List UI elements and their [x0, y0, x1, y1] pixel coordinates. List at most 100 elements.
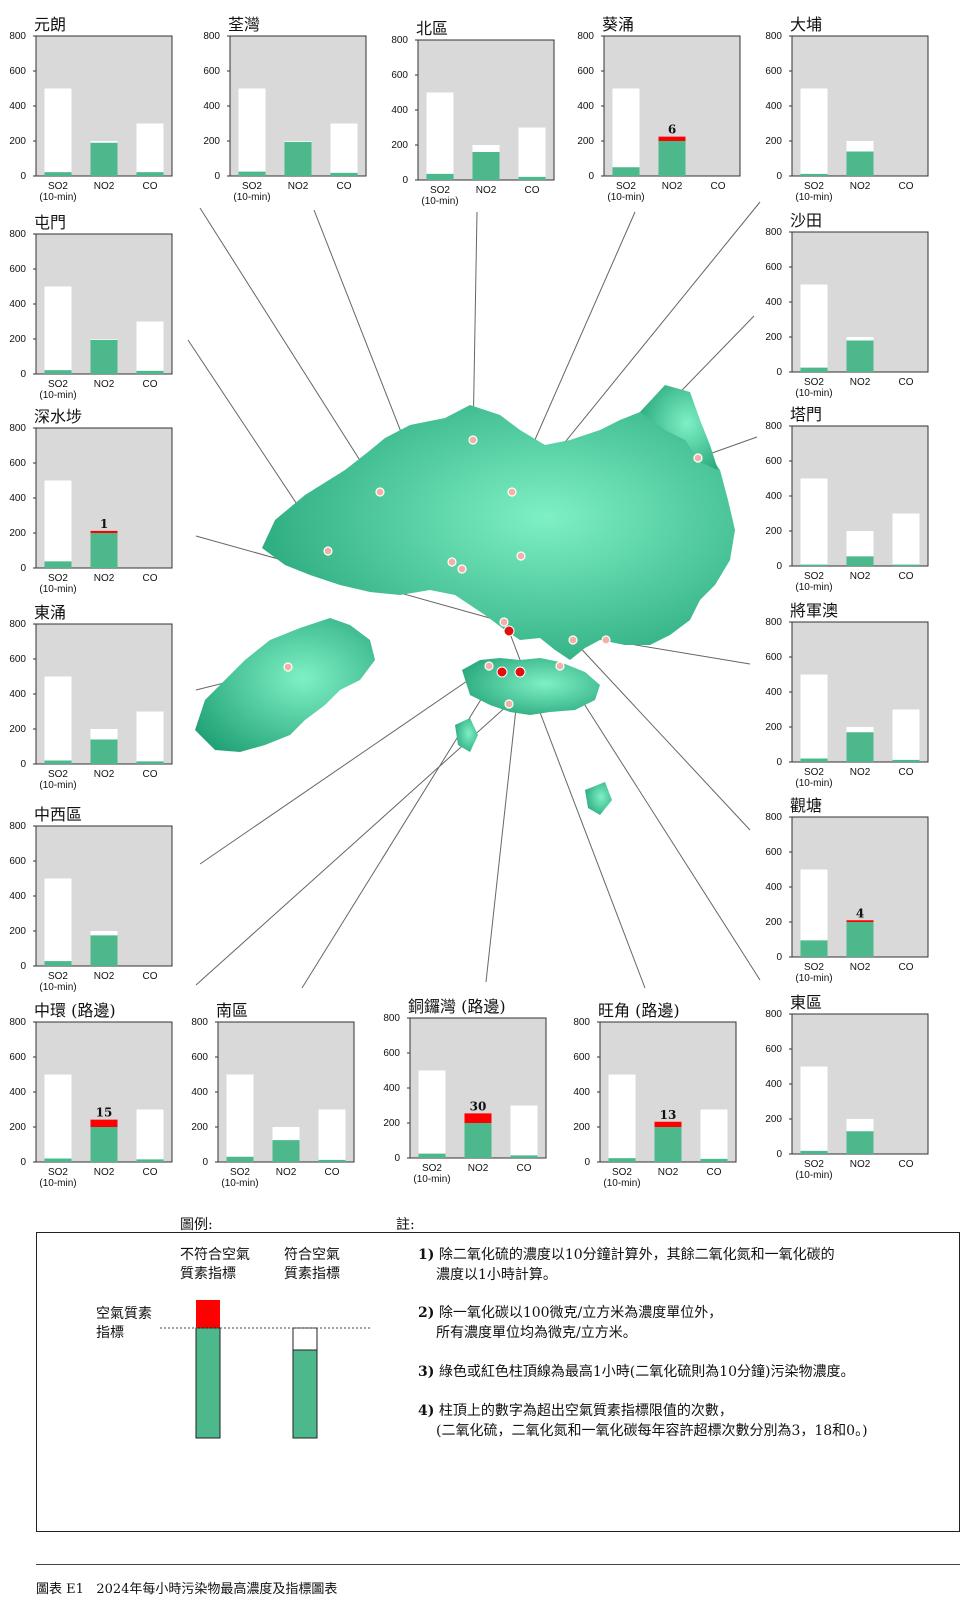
y-tick-label: 200: [765, 526, 782, 537]
y-tick-label: 800: [191, 1017, 208, 1028]
station-markers: [283, 435, 703, 709]
y-tick-label: 0: [20, 563, 26, 574]
concentration-bar: [846, 151, 874, 176]
category-label: SO2: [48, 1167, 68, 1178]
legend-aqo-line1: 空氣質素: [96, 1306, 152, 1322]
station-panel: 葵涌 0 200 400 600 800 SO2(10-min) 6 NO2 CO: [577, 15, 741, 203]
lantau-island: [195, 618, 375, 752]
y-tick-label: 400: [203, 101, 220, 112]
station-name: 中西區: [34, 805, 82, 824]
concentration-bar: [426, 173, 454, 180]
category-label: CO: [517, 1163, 532, 1174]
concentration-bar: [44, 760, 72, 764]
note-4-text-line1: 柱頂上的數字為超出空氣質素指標限值的次數，: [438, 1403, 733, 1419]
y-tick-label: 600: [203, 66, 220, 77]
roadside-station-marker: [496, 666, 508, 678]
station-marker: [375, 487, 385, 497]
concentration-bar: [330, 172, 358, 176]
aqo-limit-bar: [238, 88, 266, 176]
y-tick-label: 400: [391, 105, 408, 116]
exceedance-count-label: 1: [100, 517, 108, 531]
station-panel: 塔門 0 200 400 600 800 SO2(10-min) NO2 CO: [765, 405, 929, 593]
concentration-bar: [800, 173, 828, 176]
category-label: SO2: [804, 1159, 824, 1170]
concentration-bar: [608, 1158, 636, 1162]
category-label: SO2: [48, 181, 68, 192]
category-label: CO: [899, 962, 914, 973]
concentration-bar: [846, 732, 874, 762]
note-2-line2: 所有濃度單位均為微克/立方米。: [436, 1325, 637, 1341]
concentration-bar: [136, 172, 164, 176]
aqo-limit-bar: [612, 88, 640, 176]
category-label: CO: [899, 1159, 914, 1170]
station-panel: 元朗 0 200 400 600 800 SO2(10-min) NO2 CO: [9, 15, 173, 203]
y-tick-label: 800: [765, 421, 782, 432]
y-tick-label: 600: [9, 856, 26, 867]
category-label: NO2: [850, 377, 871, 388]
station-name: 深水埗: [34, 407, 82, 426]
exceedance-bar: [654, 1121, 682, 1127]
aqo-limit-bar: [510, 1105, 538, 1158]
legend-compliant-green: [292, 1349, 318, 1439]
category-label: SO2: [48, 971, 68, 982]
concentration-bar: [658, 141, 686, 176]
aqo-limit-bar: [800, 284, 828, 372]
concentration-bar: [418, 1153, 446, 1158]
note-1-number: 1): [418, 1247, 435, 1263]
concentration-bar: [700, 1158, 728, 1162]
category-sublabel: (10-min): [795, 778, 832, 789]
category-label: SO2: [242, 181, 262, 192]
concentration-bar: [136, 761, 164, 764]
aqo-limit-bar: [44, 676, 72, 764]
legend-aqo-line2: 指標: [96, 1325, 124, 1341]
exceedance-bar: [658, 136, 686, 141]
concentration-bar: [226, 1156, 254, 1162]
concentration-bar: [318, 1159, 346, 1162]
y-tick-label: 400: [9, 891, 26, 902]
category-label: SO2: [422, 1163, 442, 1174]
leader-lines: [187, 201, 761, 989]
legend-title: 圖例:: [180, 1217, 213, 1233]
aqo-limit-bar: [892, 709, 920, 762]
y-tick-label: 400: [765, 1079, 782, 1090]
aqo-limit-bar: [518, 127, 546, 180]
note-4-line1: 4) 柱頂上的數字為超出空氣質素指標限值的次數，: [418, 1400, 733, 1420]
y-tick-label: 200: [573, 1122, 590, 1133]
aqo-limit-bar: [426, 92, 454, 180]
figure-label: 圖表 E1: [36, 1582, 84, 1597]
concentration-bar: [464, 1123, 492, 1158]
y-tick-label: 800: [383, 1013, 400, 1024]
concentration-bar: [44, 561, 72, 568]
aqo-limit-bar: [44, 480, 72, 568]
y-tick-label: 200: [203, 136, 220, 147]
y-tick-label: 200: [191, 1122, 208, 1133]
y-tick-label: 400: [9, 493, 26, 504]
concentration-bar: [136, 1159, 164, 1162]
concentration-bar: [90, 142, 118, 176]
concentration-bar: [90, 935, 118, 966]
aqo-limit-bar: [800, 88, 828, 176]
category-label: CO: [143, 971, 158, 982]
leader-line: [559, 665, 761, 981]
y-tick-label: 400: [9, 1087, 26, 1098]
category-label: NO2: [94, 769, 115, 780]
category-label: NO2: [850, 962, 871, 973]
y-tick-label: 400: [9, 299, 26, 310]
y-tick-label: 600: [383, 1048, 400, 1059]
category-label: CO: [143, 379, 158, 390]
aqo-limit-bar: [608, 1074, 636, 1162]
station-panel: 南區 0 200 400 600 800 SO2(10-min) NO2 CO: [191, 1001, 355, 1189]
y-tick-label: 0: [394, 1153, 400, 1164]
category-label: CO: [325, 1167, 340, 1178]
note-1-line1: 1) 除二氧化硫的濃度以10分鐘計算外，其餘二氧化氮和一氧化碳的: [418, 1244, 835, 1264]
figure-title: 2024年每小時污染物最高濃度及指標圖表: [96, 1582, 338, 1597]
caption-rule: [36, 1564, 960, 1565]
category-sublabel: (10-min): [413, 1174, 450, 1185]
category-sublabel: (10-min): [39, 390, 76, 401]
station-name: 東涌: [34, 603, 66, 622]
outlying-island: [585, 782, 612, 815]
y-tick-label: 0: [214, 171, 220, 182]
y-tick-label: 200: [577, 136, 594, 147]
concentration-bar: [90, 533, 118, 568]
